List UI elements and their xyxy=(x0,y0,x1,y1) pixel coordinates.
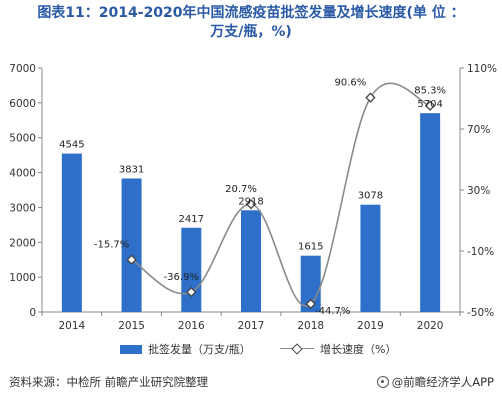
right-tick-label: -50% xyxy=(467,307,494,319)
right-tick-label: -10% xyxy=(467,246,494,258)
line-point-marker xyxy=(424,100,436,111)
line-series xyxy=(126,82,436,310)
x-tick-label: 2018 xyxy=(297,320,324,332)
legend-bar-label: 批签发量（万支/瓶） xyxy=(148,343,251,356)
line-point-marker xyxy=(365,92,376,103)
data-labels: 4545 3831 2417 2918 1615 3078 5704 -15.7% -36.9%… xyxy=(59,78,446,317)
x-tick-label: 2017 xyxy=(238,320,265,332)
line-value-label: 90.6% xyxy=(335,78,367,89)
chart-title-line2: 万支/瓶，%) xyxy=(210,24,292,40)
left-tick-label: 3000 xyxy=(9,202,36,214)
left-tick-label: 5000 xyxy=(9,133,36,145)
chart-title: 图表11：2014-2020年中国流感疫苗批签发量及增长速度(单 位 ： 万支/… xyxy=(0,4,502,42)
left-tick-label: 2000 xyxy=(9,237,36,249)
brand-logo-icon xyxy=(376,376,389,388)
x-tick-label: 2015 xyxy=(118,320,145,332)
x-tick-label: 2014 xyxy=(58,320,85,332)
bar-value-label: 2417 xyxy=(179,214,204,225)
axes: 0 1000 2000 3000 4000 5000 6000 7000 -50% -10% 30%… xyxy=(9,63,497,332)
bar xyxy=(360,204,381,312)
line-point-marker xyxy=(186,286,197,298)
bar xyxy=(181,227,202,312)
legend-item-bar: 批签发量（万支/瓶） xyxy=(120,341,251,357)
left-tick-label: 7000 xyxy=(9,63,36,75)
legend-line-label: 增长速度（%） xyxy=(320,343,397,356)
right-tick-label: 70% xyxy=(467,124,490,136)
x-tick-label: 2019 xyxy=(357,320,384,332)
legend-item-line: 增长速度（%） xyxy=(280,341,396,357)
line-value-label: 85.3% xyxy=(414,86,446,97)
bar xyxy=(420,113,441,312)
line-value-label: -44.7% xyxy=(315,306,350,317)
left-tick-label: 4000 xyxy=(9,168,36,180)
bar xyxy=(121,178,142,312)
brand-credit-text: @前瞻经济学人APP xyxy=(391,375,494,389)
left-tick-label: 1000 xyxy=(9,272,36,284)
bar xyxy=(61,153,82,312)
bar-series xyxy=(61,113,441,312)
chart-area: 0 1000 2000 3000 4000 5000 6000 7000 -50% -10% 30%… xyxy=(9,63,497,332)
bar-value-label: 3831 xyxy=(119,164,144,175)
bar-value-label: 1615 xyxy=(298,242,323,253)
left-tick-label: 0 xyxy=(29,307,36,319)
left-tick-label: 6000 xyxy=(9,98,36,110)
line-point-marker xyxy=(245,199,257,210)
bar-value-label: 3078 xyxy=(358,191,383,202)
right-tick-label: 110% xyxy=(467,63,497,75)
legend: 批签发量（万支/瓶） 增长速度（%） xyxy=(0,341,502,359)
right-tick-label: 30% xyxy=(467,185,490,197)
line-point-marker xyxy=(126,254,137,265)
source-note: 资料来源：中检所 前瞻产业研究院整理 xyxy=(9,375,209,389)
legend-bar-swatch xyxy=(120,344,142,354)
line-point-marker xyxy=(305,298,316,310)
legend-line-swatch xyxy=(280,343,314,355)
brand-credit: @前瞻经济学人APP xyxy=(376,374,494,390)
x-tick-label: 2016 xyxy=(178,320,205,332)
bar-value-label: 5704 xyxy=(417,99,442,110)
bar-value-label: 4545 xyxy=(59,140,84,151)
x-tick-label: 2020 xyxy=(417,320,444,332)
line-value-label: 20.7% xyxy=(225,184,257,195)
line-value-label: -36.9% xyxy=(164,272,199,283)
line-value-label: -15.7% xyxy=(94,240,129,251)
footer: 资料来源：中检所 前瞻产业研究院整理 @前瞻经济学人APP xyxy=(0,374,502,394)
chart-title-line1: 图表11：2014-2020年中国流感疫苗批签发量及增长速度(单 位 ： xyxy=(37,5,465,21)
bar xyxy=(241,210,261,312)
bar-value-label: 2918 xyxy=(238,196,263,207)
